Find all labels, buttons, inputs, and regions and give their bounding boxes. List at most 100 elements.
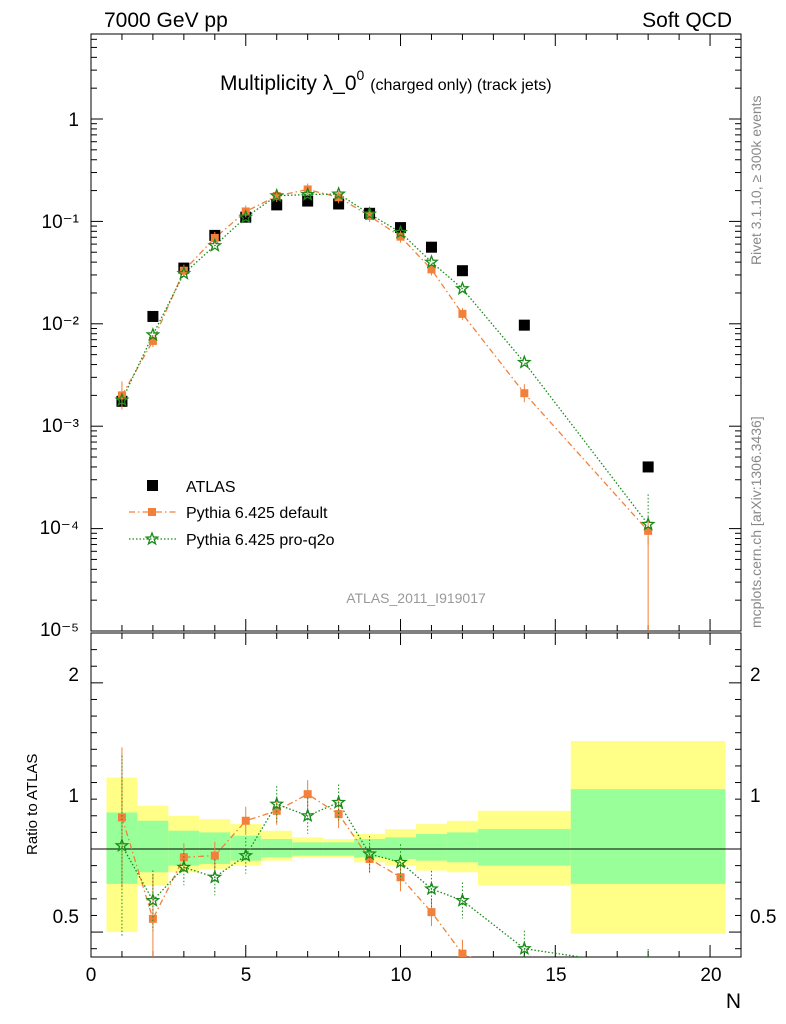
ratio-band-inner-12 bbox=[477, 829, 571, 866]
legend: ATLAS Pythia 6.425 default Pythia 6.425 … bbox=[129, 479, 335, 549]
default-point-14 bbox=[520, 389, 529, 398]
proq2o-curve bbox=[121, 193, 649, 525]
default-ratio-point-11 bbox=[427, 908, 436, 917]
axis-ticks bbox=[90, 34, 742, 957]
proq2o-ratio-point-2 bbox=[145, 892, 161, 907]
x-tick-label-0: 0 bbox=[86, 965, 97, 986]
proq2o-point-12 bbox=[454, 280, 470, 296]
y-tick-label-1e-3: 10⁻³ bbox=[42, 416, 80, 437]
default-ratio-point-7 bbox=[303, 790, 312, 799]
main-plot-series bbox=[114, 183, 656, 631]
default-point-6 bbox=[272, 192, 281, 201]
header-left: 7000 GeV pp bbox=[104, 9, 228, 32]
atlas-point-6 bbox=[271, 199, 283, 211]
legend-marker-default bbox=[148, 508, 156, 516]
x-axis-label: N bbox=[726, 990, 741, 1013]
default-ratio-point-4 bbox=[210, 851, 219, 860]
atlas-point-7 bbox=[302, 195, 314, 207]
default-ratio-point-5 bbox=[241, 816, 250, 825]
default-ratio-point-18 bbox=[644, 971, 652, 979]
default-ratio-point-2 bbox=[148, 914, 157, 923]
legend-marker-atlas bbox=[147, 480, 158, 491]
proq2o-point-7 bbox=[300, 186, 316, 201]
legend-marker-proq2o bbox=[144, 531, 160, 546]
chart-title-main: Multiplicity λ_0 bbox=[220, 72, 357, 95]
proq2o-ratio-point-18 bbox=[642, 961, 653, 972]
legend-label-proq2o: Pythia 6.425 pro-q2o bbox=[186, 532, 335, 549]
default-ratio-point-1 bbox=[117, 813, 126, 822]
ratio-uncertainty-bands bbox=[91, 741, 741, 934]
ratio-plot-series bbox=[114, 747, 653, 984]
proq2o-point-11 bbox=[424, 254, 439, 269]
default-point-3 bbox=[179, 266, 188, 275]
chart-title-small: (charged only) (track jets) bbox=[370, 77, 551, 94]
legend-label-default: Pythia 6.425 default bbox=[186, 505, 328, 522]
side-label-mcplots: mcplots.cern.ch [arXiv:1306.3436] bbox=[748, 416, 764, 628]
proq2o-point-14 bbox=[516, 354, 532, 369]
proq2o-ratio-point-3 bbox=[176, 859, 192, 874]
y-tick-label-1e-2: 10⁻² bbox=[42, 314, 80, 335]
default-curve bbox=[121, 188, 649, 532]
proq2o-ratio-point-9 bbox=[362, 846, 378, 861]
x-tick-label-20: 20 bbox=[700, 965, 721, 986]
ratio-plot-frame bbox=[90, 632, 742, 958]
ratio-y-axis-label: Ratio to ATLAS bbox=[24, 754, 41, 855]
default-point-2 bbox=[148, 336, 157, 345]
proq2o-point-5 bbox=[238, 209, 254, 224]
default-point-11 bbox=[427, 265, 436, 274]
y-tick-label-1e-1: 10⁻¹ bbox=[42, 212, 80, 233]
proq2o-point-1 bbox=[114, 392, 130, 407]
x-tick-label-5: 5 bbox=[241, 965, 252, 986]
header-right: Soft QCD bbox=[642, 9, 732, 32]
proq2o-point-8 bbox=[331, 186, 347, 201]
x-tick-label-15: 15 bbox=[545, 965, 566, 986]
proq2o-ratio-point-11 bbox=[424, 881, 439, 896]
ratio-tick-label-05-right: 0.5 bbox=[750, 907, 776, 928]
main-plot-frame bbox=[90, 33, 742, 632]
ratio-tick-label-1-right: 1 bbox=[750, 786, 761, 807]
axis-tick-labels: 1 10⁻¹ 10⁻² 10⁻³ 10⁻⁴ 10⁻⁵ 2 1 0.5 2 1 0… bbox=[40, 110, 777, 986]
proq2o-point-18 bbox=[640, 516, 656, 531]
proq2o-point-9 bbox=[362, 206, 378, 221]
proq2o-point-4 bbox=[207, 237, 223, 252]
ratio-tick-label-2-right: 2 bbox=[750, 665, 761, 686]
analysis-watermark: ATLAS_2011_I919017 bbox=[346, 590, 486, 606]
proq2o-ratio-point-1 bbox=[114, 837, 130, 853]
atlas-point-11 bbox=[425, 241, 437, 253]
y-tick-label-1e-4: 10⁻⁴ bbox=[40, 518, 79, 539]
proq2o-ratio-point-6 bbox=[269, 796, 285, 811]
default-ratio-point-9 bbox=[365, 854, 374, 863]
default-ratio-point-14 bbox=[520, 976, 528, 984]
chart-title: Multiplicity λ_00 (charged only) (track … bbox=[220, 67, 552, 95]
side-label-rivet: Rivet 3.1.10, ≥ 300k events bbox=[748, 95, 764, 265]
atlas-point-2 bbox=[147, 310, 159, 322]
ratio-band-inner-13 bbox=[570, 789, 726, 884]
proq2o-ratio-point-10 bbox=[393, 854, 408, 869]
ratio-band-inner-11 bbox=[446, 832, 478, 863]
proq2o-ratio-point-12 bbox=[454, 892, 470, 907]
ratio-band-inner-5 bbox=[261, 839, 293, 858]
default-ratio-point-8 bbox=[334, 810, 343, 819]
proq2o-ratio-point-8 bbox=[331, 794, 347, 809]
y-tick-label-1: 1 bbox=[68, 110, 79, 131]
ratio-tick-label-1-left: 1 bbox=[68, 786, 79, 807]
proq2o-ratio-point-4 bbox=[207, 869, 223, 884]
ratio-tick-label-05-left: 0.5 bbox=[53, 907, 79, 928]
proq2o-ratio-point-7 bbox=[300, 807, 316, 823]
proq2o-point-10 bbox=[393, 224, 408, 239]
proq2o-ratio-point-5 bbox=[238, 847, 254, 863]
atlas-point-14 bbox=[518, 319, 530, 331]
atlas-point-18 bbox=[642, 461, 654, 473]
y-tick-label-1e-5: 10⁻⁵ bbox=[40, 620, 79, 641]
default-ratio-point-12 bbox=[458, 949, 467, 957]
proq2o-point-2 bbox=[145, 326, 161, 342]
default-point-12 bbox=[458, 309, 467, 318]
proq2o-point-3 bbox=[176, 265, 192, 280]
x-tick-label-10: 10 bbox=[390, 965, 411, 986]
atlas-point-12 bbox=[456, 265, 468, 277]
proq2o-point-6 bbox=[269, 187, 285, 203]
default-point-10 bbox=[396, 232, 405, 241]
legend-label-atlas: ATLAS bbox=[186, 479, 236, 496]
atlas-point-8 bbox=[333, 198, 345, 210]
